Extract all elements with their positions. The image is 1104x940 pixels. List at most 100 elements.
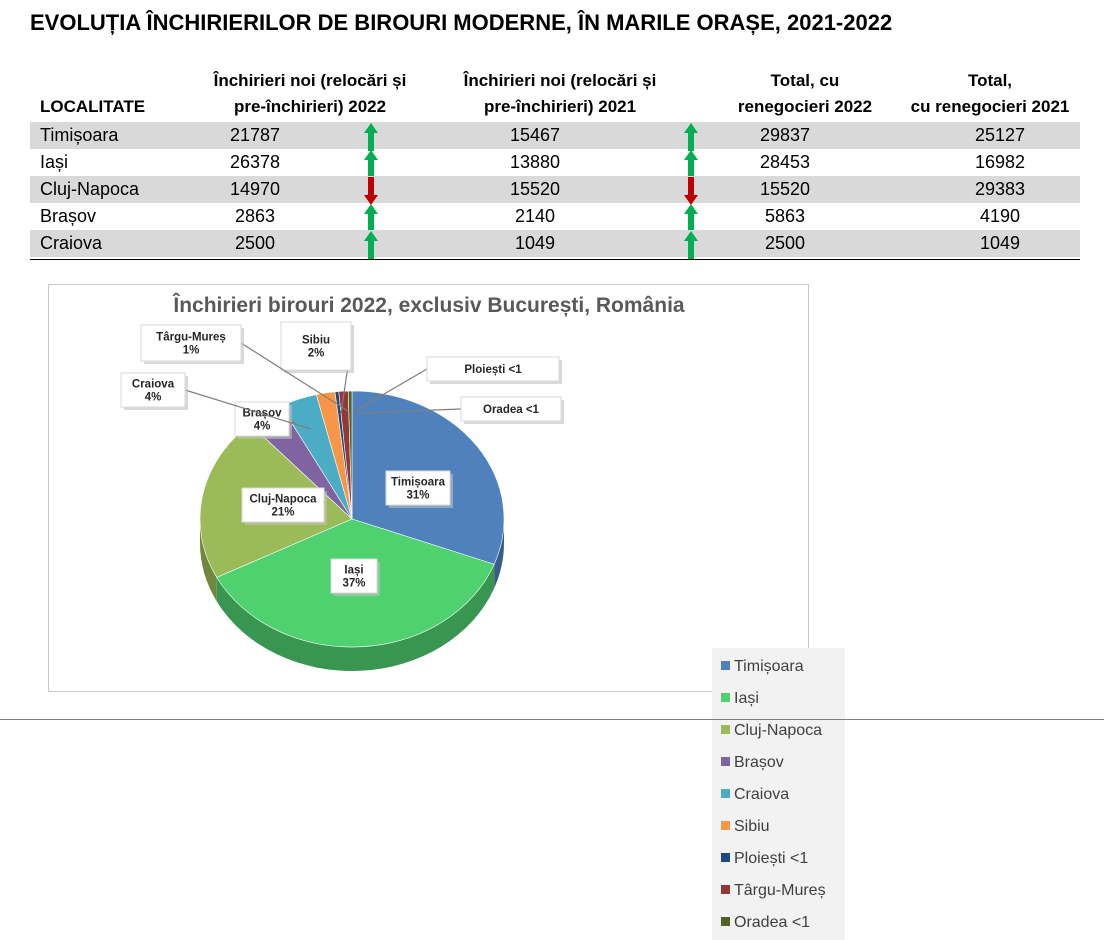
data-label-text: Oradea <1 xyxy=(483,404,540,416)
table-row: Craiova 2500 1049 2500 1049 xyxy=(30,230,1080,259)
table-row: Timișoara 21787 15467 29837 25127 xyxy=(30,122,1080,151)
cell-new-2021: 15467 xyxy=(509,125,561,145)
legend-label: Cluj-Napoca xyxy=(734,722,823,739)
arrow-up-icon xyxy=(684,150,698,178)
cell-new-2022: 2863 xyxy=(234,206,276,226)
data-label-text: Craiova xyxy=(132,379,175,391)
data-label-text: Timișoara xyxy=(391,477,446,489)
cell-city: Cluj-Napoca xyxy=(40,179,140,199)
legend-swatch xyxy=(721,917,730,926)
data-label-text: Ploiești <1 xyxy=(464,364,522,376)
page-title: EVOLUȚIA ÎNCHIRIERILOR DE BIROURI MODERN… xyxy=(30,10,893,35)
label-leader-line xyxy=(240,342,349,412)
data-label-text: 2% xyxy=(308,348,325,360)
data-label-text: 4% xyxy=(145,392,162,404)
pie-chart: Închirieri birouri 2022, exclusiv Bucure… xyxy=(48,284,845,940)
label-leader-line xyxy=(358,408,462,414)
data-label-text: Cluj-Napoca xyxy=(249,494,317,506)
data-label-text: 1% xyxy=(183,345,200,357)
cell-total-2021: 1049 xyxy=(979,233,1021,253)
table-row: Iași 26378 13880 28453 16982 xyxy=(30,149,1080,178)
cell-total-2021: 4190 xyxy=(979,206,1021,226)
data-label-box xyxy=(460,396,562,422)
legend-item: Cluj-Napoca xyxy=(721,721,822,741)
arrow-up-icon xyxy=(364,231,378,259)
legend-item: Târgu-Mureș xyxy=(721,881,826,901)
pie-chart-canvas: Închirieri birouri 2022, exclusiv Bucure… xyxy=(120,293,685,671)
legend-swatch xyxy=(721,757,730,766)
cell-total-2022: 5863 xyxy=(764,206,806,226)
cell-new-2021: 13880 xyxy=(509,152,561,172)
legend-swatch xyxy=(721,885,730,894)
cell-new-2022: 21787 xyxy=(229,125,281,145)
data-label-box xyxy=(120,372,186,408)
cell-city: Timișoara xyxy=(40,125,119,145)
legend-label: Târgu-Mureș xyxy=(734,882,826,899)
pie-sides xyxy=(200,519,505,671)
legend-label: Iași xyxy=(734,690,759,707)
arrow-up-icon xyxy=(684,231,698,259)
legend-label: Timișoara xyxy=(734,658,804,675)
legend-swatch xyxy=(721,693,730,702)
table-row: Brașov 2863 2140 5863 4190 xyxy=(30,203,1080,232)
arrow-up-icon xyxy=(364,150,378,178)
data-label-text: Iași xyxy=(344,565,363,577)
chart-legend: Timișoara Iași Cluj-Napoca Brașov Craiova Sib… xyxy=(712,648,845,940)
cell-new-2021: 15520 xyxy=(509,179,561,199)
legend-label: Sibiu xyxy=(734,818,770,835)
legend-label: Brașov xyxy=(734,754,784,771)
legend-swatch xyxy=(721,661,730,670)
cell-new-2021: 2140 xyxy=(514,206,556,226)
cell-total-2022: 2500 xyxy=(764,233,806,253)
legend-swatch xyxy=(721,821,730,830)
cell-total-2021: 16982 xyxy=(974,152,1026,172)
data-label-box xyxy=(140,324,242,362)
data-label-box xyxy=(385,470,451,506)
cell-city: Brașov xyxy=(40,206,97,226)
label-leader-line xyxy=(354,368,428,412)
legend-label: Ploiești <1 xyxy=(734,850,809,867)
arrow-up-icon xyxy=(684,204,698,232)
legend-item: Timișoara xyxy=(721,657,804,677)
header-new-2021: Închirieri noi (relocări și pre-închirier… xyxy=(463,71,657,116)
arrow-up-icon xyxy=(364,204,378,232)
arrow-up-icon xyxy=(684,123,698,151)
data-label-text: 37% xyxy=(342,578,365,590)
data-label-box xyxy=(330,558,378,594)
data-label-text: 4% xyxy=(254,421,271,433)
arrow-up-icon xyxy=(364,123,378,151)
legend-item: Sibiu xyxy=(721,817,770,837)
table-bottom-border xyxy=(30,259,1080,260)
legend-label: Craiova xyxy=(734,786,790,803)
cell-city: Craiova xyxy=(40,233,103,253)
label-leader-line xyxy=(184,389,312,430)
legend-label: Oradea <1 xyxy=(734,914,811,931)
legend-item: Oradea <1 xyxy=(721,913,810,933)
header-new-2022: Închirieri noi (relocări și pre-închirier… xyxy=(213,71,407,116)
header-total-2021: Total, cu renegocieri 2021 xyxy=(910,71,1070,116)
chart-title: Închirieri birouri 2022, exclusiv Bucure… xyxy=(172,293,685,317)
data-label-box xyxy=(280,321,352,371)
table-row: Cluj-Napoca 14970 15520 15520 29383 xyxy=(30,176,1080,205)
legend-item: Brașov xyxy=(721,753,784,773)
data-label-text: 21% xyxy=(271,507,294,519)
cell-new-2021: 1049 xyxy=(514,233,556,253)
header-locality: .LOCALITATE xyxy=(40,97,146,116)
data-label-text: 31% xyxy=(406,490,429,502)
data-label-box xyxy=(241,487,325,523)
data-label-text: Sibiu xyxy=(302,335,330,347)
arrow-down-icon xyxy=(684,177,698,205)
legend-item: Craiova xyxy=(721,785,789,805)
legend-swatch xyxy=(721,789,730,798)
data-labels: Timișoara31%Iași37%Cluj-Napoca21%Brașov4… xyxy=(120,321,564,596)
legend-swatch xyxy=(721,725,730,734)
arrow-down-icon xyxy=(364,177,378,205)
pie-slice-side xyxy=(216,564,495,671)
data-label-text: Târgu-Mureș xyxy=(156,332,226,344)
header-total-2022: Total, cu renegocieri 2022 xyxy=(737,71,873,116)
pie-slice-side xyxy=(200,519,217,602)
cell-total-2022: 15520 xyxy=(759,179,811,199)
cell-total-2021: 25127 xyxy=(974,125,1026,145)
cell-city: Iași xyxy=(40,152,69,172)
cell-new-2022: 26378 xyxy=(229,152,281,172)
